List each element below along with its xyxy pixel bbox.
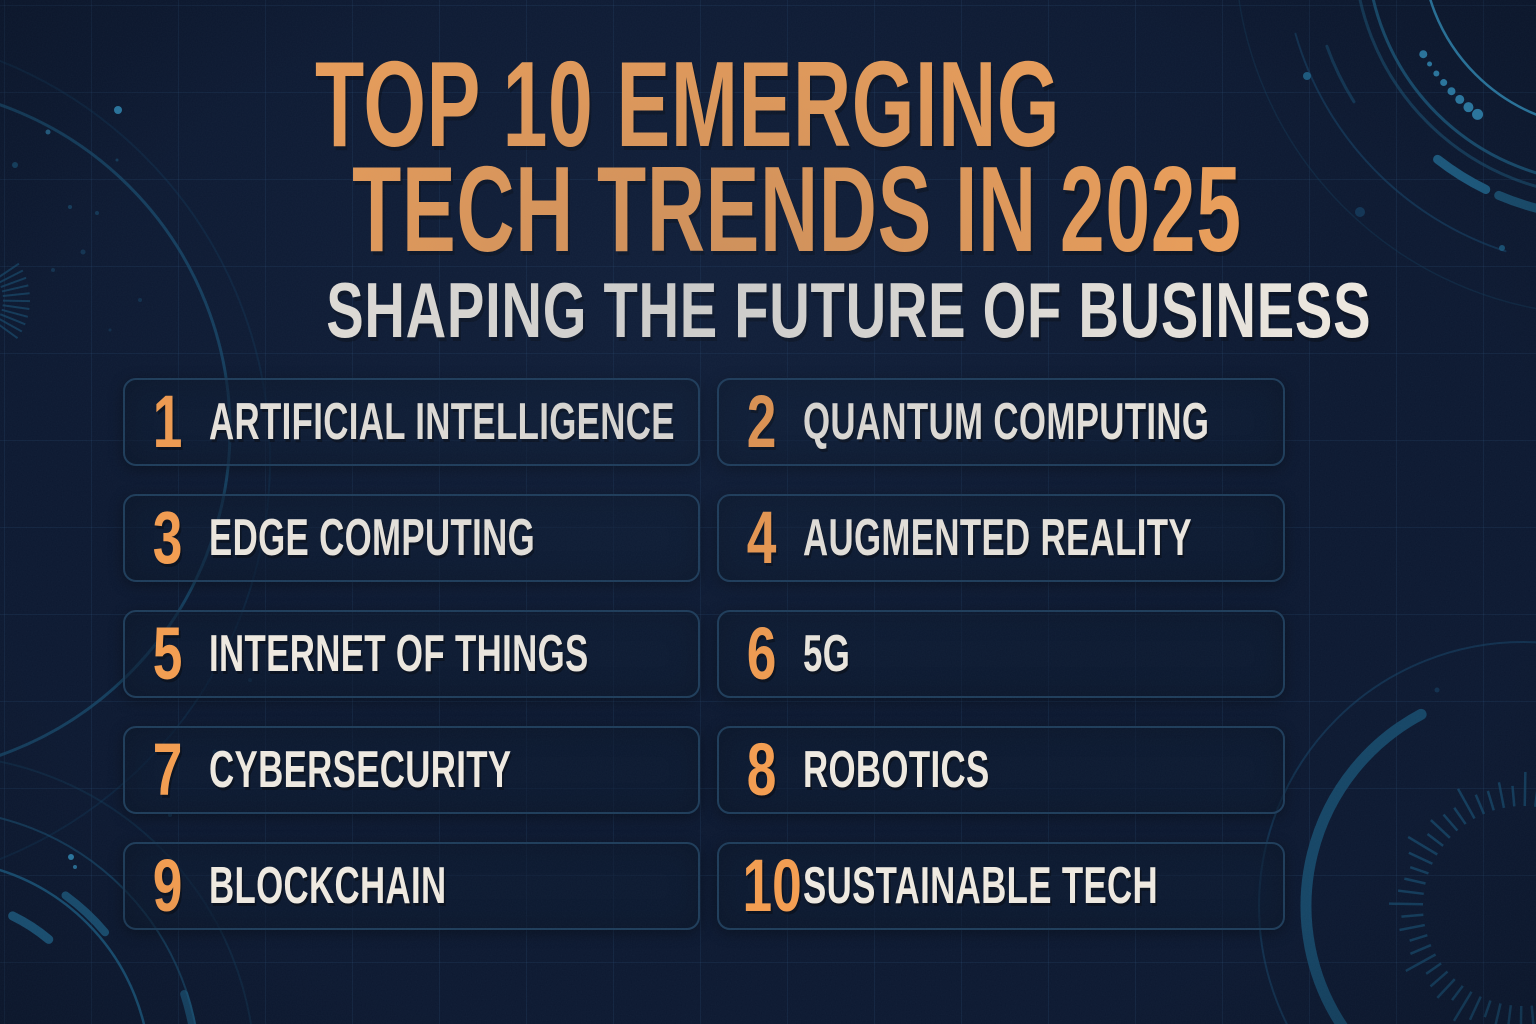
trend-label: CYBERSECURITY xyxy=(209,726,660,814)
trend-label-text: 5G xyxy=(803,625,851,683)
trend-label: AUGMENTED REALITY xyxy=(803,494,1384,582)
page-subtitle: SHAPING THE FUTURE OF BUSINESS xyxy=(123,269,1370,351)
trend-label-text: CYBERSECURITY xyxy=(209,741,512,799)
trend-number: 2 xyxy=(731,378,793,466)
trends-grid: 1 ARTIFICIAL INTELLIGENCE 2 QUANTUM COMP… xyxy=(123,378,1285,930)
trend-number-text: 10 xyxy=(742,844,802,927)
trend-card: 5 INTERNET OF THINGS xyxy=(123,610,700,698)
trend-number-text: 9 xyxy=(153,844,183,927)
trend-label-text: AUGMENTED REALITY xyxy=(803,509,1192,567)
trend-label: BLOCKCHAIN xyxy=(209,842,564,930)
trend-card: 10 SUSTAINABLE TECH xyxy=(717,842,1285,930)
header: TOP 10 EMERGING TECH TRENDS IN 2025 SHAP… xyxy=(123,43,1371,351)
trend-card: 3 EDGE COMPUTING xyxy=(123,494,700,582)
trend-number: 4 xyxy=(731,494,793,582)
trend-number-text: 4 xyxy=(747,496,777,579)
trend-number: 8 xyxy=(731,726,793,814)
trend-number: 6 xyxy=(731,610,793,698)
trend-label-text: ROBOTICS xyxy=(803,741,990,799)
trend-number-text: 1 xyxy=(153,380,183,463)
trend-number-text: 8 xyxy=(747,728,777,811)
trend-number-text: 5 xyxy=(153,612,183,695)
trend-number-text: 7 xyxy=(153,728,183,811)
trend-label-text: SUSTAINABLE TECH xyxy=(803,857,1159,915)
trend-label: EDGE COMPUTING xyxy=(209,494,696,582)
trend-label-text: BLOCKCHAIN xyxy=(209,857,447,915)
trend-label: QUANTUM COMPUTING xyxy=(803,378,1409,466)
trend-number: 1 xyxy=(137,378,199,466)
trend-label: ROBOTICS xyxy=(803,726,1081,814)
trend-number-text: 2 xyxy=(747,380,777,463)
page-subtitle-text: SHAPING THE FUTURE OF BUSINESS xyxy=(326,266,1372,354)
trend-label: SUSTAINABLE TECH xyxy=(803,842,1333,930)
trend-label: INTERNET OF THINGS xyxy=(209,610,776,698)
trend-number: 7 xyxy=(137,726,199,814)
trend-number: 5 xyxy=(137,610,199,698)
trend-number: 9 xyxy=(137,842,199,930)
trend-number: 10 xyxy=(731,842,802,930)
page-title-line-2: TECH TRENDS IN 2025 xyxy=(123,141,1249,277)
trend-card: 1 ARTIFICIAL INTELLIGENCE xyxy=(123,378,700,466)
trend-card: 7 CYBERSECURITY xyxy=(123,726,700,814)
trend-label-text: ARTIFICIAL INTELLIGENCE xyxy=(209,393,675,451)
trend-label-text: INTERNET OF THINGS xyxy=(209,625,589,683)
trend-card: 4 AUGMENTED REALITY xyxy=(717,494,1285,582)
trend-number-text: 3 xyxy=(153,496,183,579)
trend-number: 3 xyxy=(137,494,199,582)
trend-card: 8 ROBOTICS xyxy=(717,726,1285,814)
trend-label: 5G xyxy=(803,610,873,698)
trend-label-text: QUANTUM COMPUTING xyxy=(803,393,1210,451)
trend-label-text: EDGE COMPUTING xyxy=(209,509,536,567)
trend-number-text: 6 xyxy=(747,612,777,695)
trend-card: 6 5G xyxy=(717,610,1285,698)
trend-card: 2 QUANTUM COMPUTING xyxy=(717,378,1285,466)
trend-card: 9 BLOCKCHAIN xyxy=(123,842,700,930)
page-title-line-2-text: TECH TRENDS IN 2025 xyxy=(352,141,1242,277)
